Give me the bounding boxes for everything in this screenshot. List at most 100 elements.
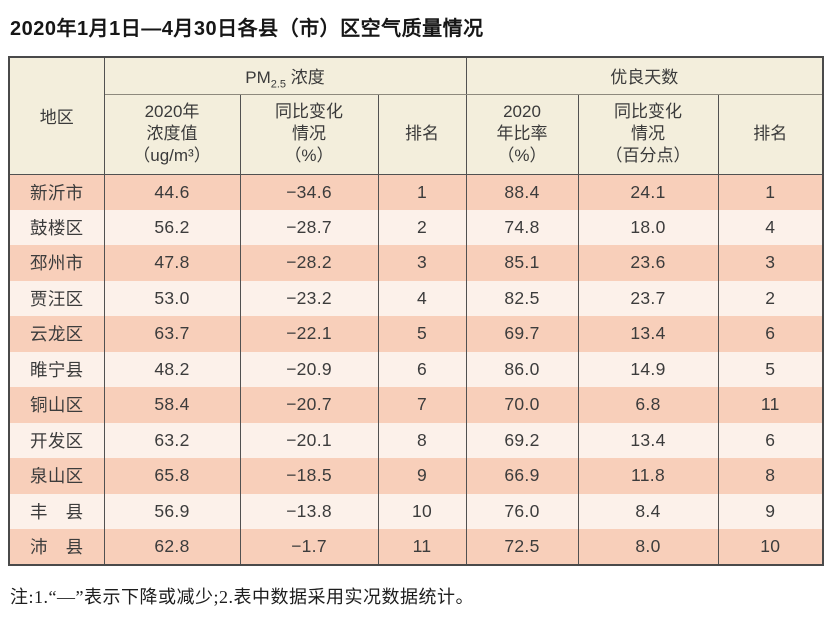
footnote: 注:1.“—”表示下降或减少;2.表中数据采用实况数据统计。: [10, 586, 474, 607]
good-rank-cell: 4: [717, 209, 824, 245]
region-cell: 邳州市: [8, 245, 105, 281]
good-ratio-cell: 74.8: [465, 209, 579, 245]
table-row: 丰 县 56.9 −13.8 10 76.0 8.4 9: [8, 493, 824, 529]
pm-change-cell: −20.1: [239, 422, 379, 458]
table-body: 新沂市 44.6 −34.6 1 88.4 24.1 1 鼓楼区 56.2 −28.7 2 74.8 1…: [8, 174, 824, 565]
pm-rank-cell: 1: [377, 174, 467, 210]
pm-change-cell: −28.7: [239, 209, 379, 245]
pm-change-header-line3: （%）: [284, 146, 334, 166]
col-header-good-ratio: 2020 年比率 （%）: [465, 94, 579, 175]
pm-value-header-line1: 2020年: [144, 101, 200, 121]
col-header-good-change: 同比变化 情况 （百分点）: [577, 94, 719, 175]
pm-rank-cell: 2: [377, 209, 467, 245]
good-ratio-header-line2: 年比率: [496, 123, 548, 143]
good-change-cell: 13.4: [577, 316, 719, 352]
region-cell: 铜山区: [8, 387, 105, 423]
table-row: 云龙区 63.7 −22.1 5 69.7 13.4 6: [8, 316, 824, 352]
pm25-label-suffix: 浓度: [286, 68, 325, 88]
pm-value-cell: 56.2: [103, 209, 241, 245]
air-quality-table: 地区 PM2.5 浓度 优良天数 2020年 浓度值 （ug/m³） 同比变化 情况 （…: [8, 56, 825, 566]
header-group-row: 地区 PM2.5 浓度 优良天数: [8, 57, 824, 175]
good-change-header-line2: 情况: [631, 123, 665, 143]
table-row: 邳州市 47.8 −28.2 3 85.1 23.6 3: [8, 245, 824, 281]
good-change-cell: 6.8: [577, 387, 719, 423]
good-ratio-header-line1: 2020: [503, 101, 541, 121]
region-cell: 开发区: [8, 422, 105, 458]
page-title: 2020年1月1日—4月30日各县（市）区空气质量情况: [10, 18, 484, 40]
good-change-cell: 8.0: [577, 529, 719, 565]
pm-change-cell: −34.6: [239, 174, 379, 210]
good-change-cell: 23.6: [577, 245, 719, 281]
pm-change-cell: −1.7: [239, 529, 379, 565]
pm-rank-cell: 6: [377, 351, 467, 387]
good-change-cell: 11.8: [577, 458, 719, 494]
pm-rank-cell: 9: [377, 458, 467, 494]
good-ratio-cell: 76.0: [465, 493, 579, 529]
good-ratio-cell: 70.0: [465, 387, 579, 423]
pm-value-cell: 62.8: [103, 529, 241, 565]
region-cell: 丰 县: [8, 493, 105, 529]
pm-rank-cell: 3: [377, 245, 467, 281]
good-ratio-cell: 69.7: [465, 316, 579, 352]
good-ratio-cell: 86.0: [465, 351, 579, 387]
good-ratio-cell: 69.2: [465, 422, 579, 458]
pm-rank-cell: 11: [377, 529, 467, 565]
good-change-cell: 14.9: [577, 351, 719, 387]
group-header-pm25: PM2.5 浓度: [103, 57, 467, 95]
good-rank-cell: 2: [717, 280, 824, 316]
good-change-cell: 24.1: [577, 174, 719, 210]
col-header-good-rank: 排名: [717, 94, 824, 175]
good-ratio-cell: 85.1: [465, 245, 579, 281]
pm-change-cell: −13.8: [239, 493, 379, 529]
good-ratio-cell: 72.5: [465, 529, 579, 565]
pm-rank-cell: 5: [377, 316, 467, 352]
region-cell: 沛 县: [8, 529, 105, 565]
table-row: 铜山区 58.4 −20.7 7 70.0 6.8 11: [8, 387, 824, 423]
region-cell: 睢宁县: [8, 351, 105, 387]
pm-change-header-line1: 同比变化: [275, 101, 343, 121]
col-header-region: 地区: [8, 57, 105, 175]
good-change-cell: 18.0: [577, 209, 719, 245]
table-row: 新沂市 44.6 −34.6 1 88.4 24.1 1: [8, 174, 824, 210]
good-rank-cell: 6: [717, 316, 824, 352]
good-rank-cell: 5: [717, 351, 824, 387]
pm-value-cell: 53.0: [103, 280, 241, 316]
pm-value-header-line3: （ug/m³）: [133, 146, 211, 166]
table-row: 泉山区 65.8 −18.5 9 66.9 11.8 8: [8, 458, 824, 494]
pm-value-cell: 44.6: [103, 174, 241, 210]
pm25-label-prefix: PM: [245, 68, 271, 88]
pm-value-cell: 48.2: [103, 351, 241, 387]
table-row: 睢宁县 48.2 −20.9 6 86.0 14.9 5: [8, 351, 824, 387]
good-change-cell: 8.4: [577, 493, 719, 529]
region-cell: 泉山区: [8, 458, 105, 494]
pm-value-cell: 63.2: [103, 422, 241, 458]
good-ratio-cell: 88.4: [465, 174, 579, 210]
good-change-cell: 23.7: [577, 280, 719, 316]
pm-value-cell: 63.7: [103, 316, 241, 352]
col-header-pm-change: 同比变化 情况 （%）: [239, 94, 379, 175]
pm-change-cell: −28.2: [239, 245, 379, 281]
good-change-cell: 13.4: [577, 422, 719, 458]
pm-change-cell: −20.9: [239, 351, 379, 387]
group-header-good-days: 优良天数: [465, 57, 824, 95]
pm-rank-cell: 10: [377, 493, 467, 529]
good-rank-cell: 3: [717, 245, 824, 281]
pm-change-header-line2: 情况: [292, 123, 326, 143]
good-change-header-line1: 同比变化: [614, 101, 682, 121]
pm-value-cell: 56.9: [103, 493, 241, 529]
pm25-label-subscript: 2.5: [270, 78, 287, 91]
good-change-header-line3: （百分点）: [605, 146, 691, 166]
pm-rank-cell: 8: [377, 422, 467, 458]
good-ratio-cell: 82.5: [465, 280, 579, 316]
region-cell: 云龙区: [8, 316, 105, 352]
pm-change-cell: −20.7: [239, 387, 379, 423]
pm-value-cell: 65.8: [103, 458, 241, 494]
good-ratio-cell: 66.9: [465, 458, 579, 494]
good-rank-cell: 9: [717, 493, 824, 529]
region-cell: 新沂市: [8, 174, 105, 210]
table-header: 地区 PM2.5 浓度 优良天数 2020年 浓度值 （ug/m³） 同比变化 情况 （…: [8, 57, 824, 175]
pm-rank-cell: 4: [377, 280, 467, 316]
good-rank-cell: 11: [717, 387, 824, 423]
region-cell: 鼓楼区: [8, 209, 105, 245]
